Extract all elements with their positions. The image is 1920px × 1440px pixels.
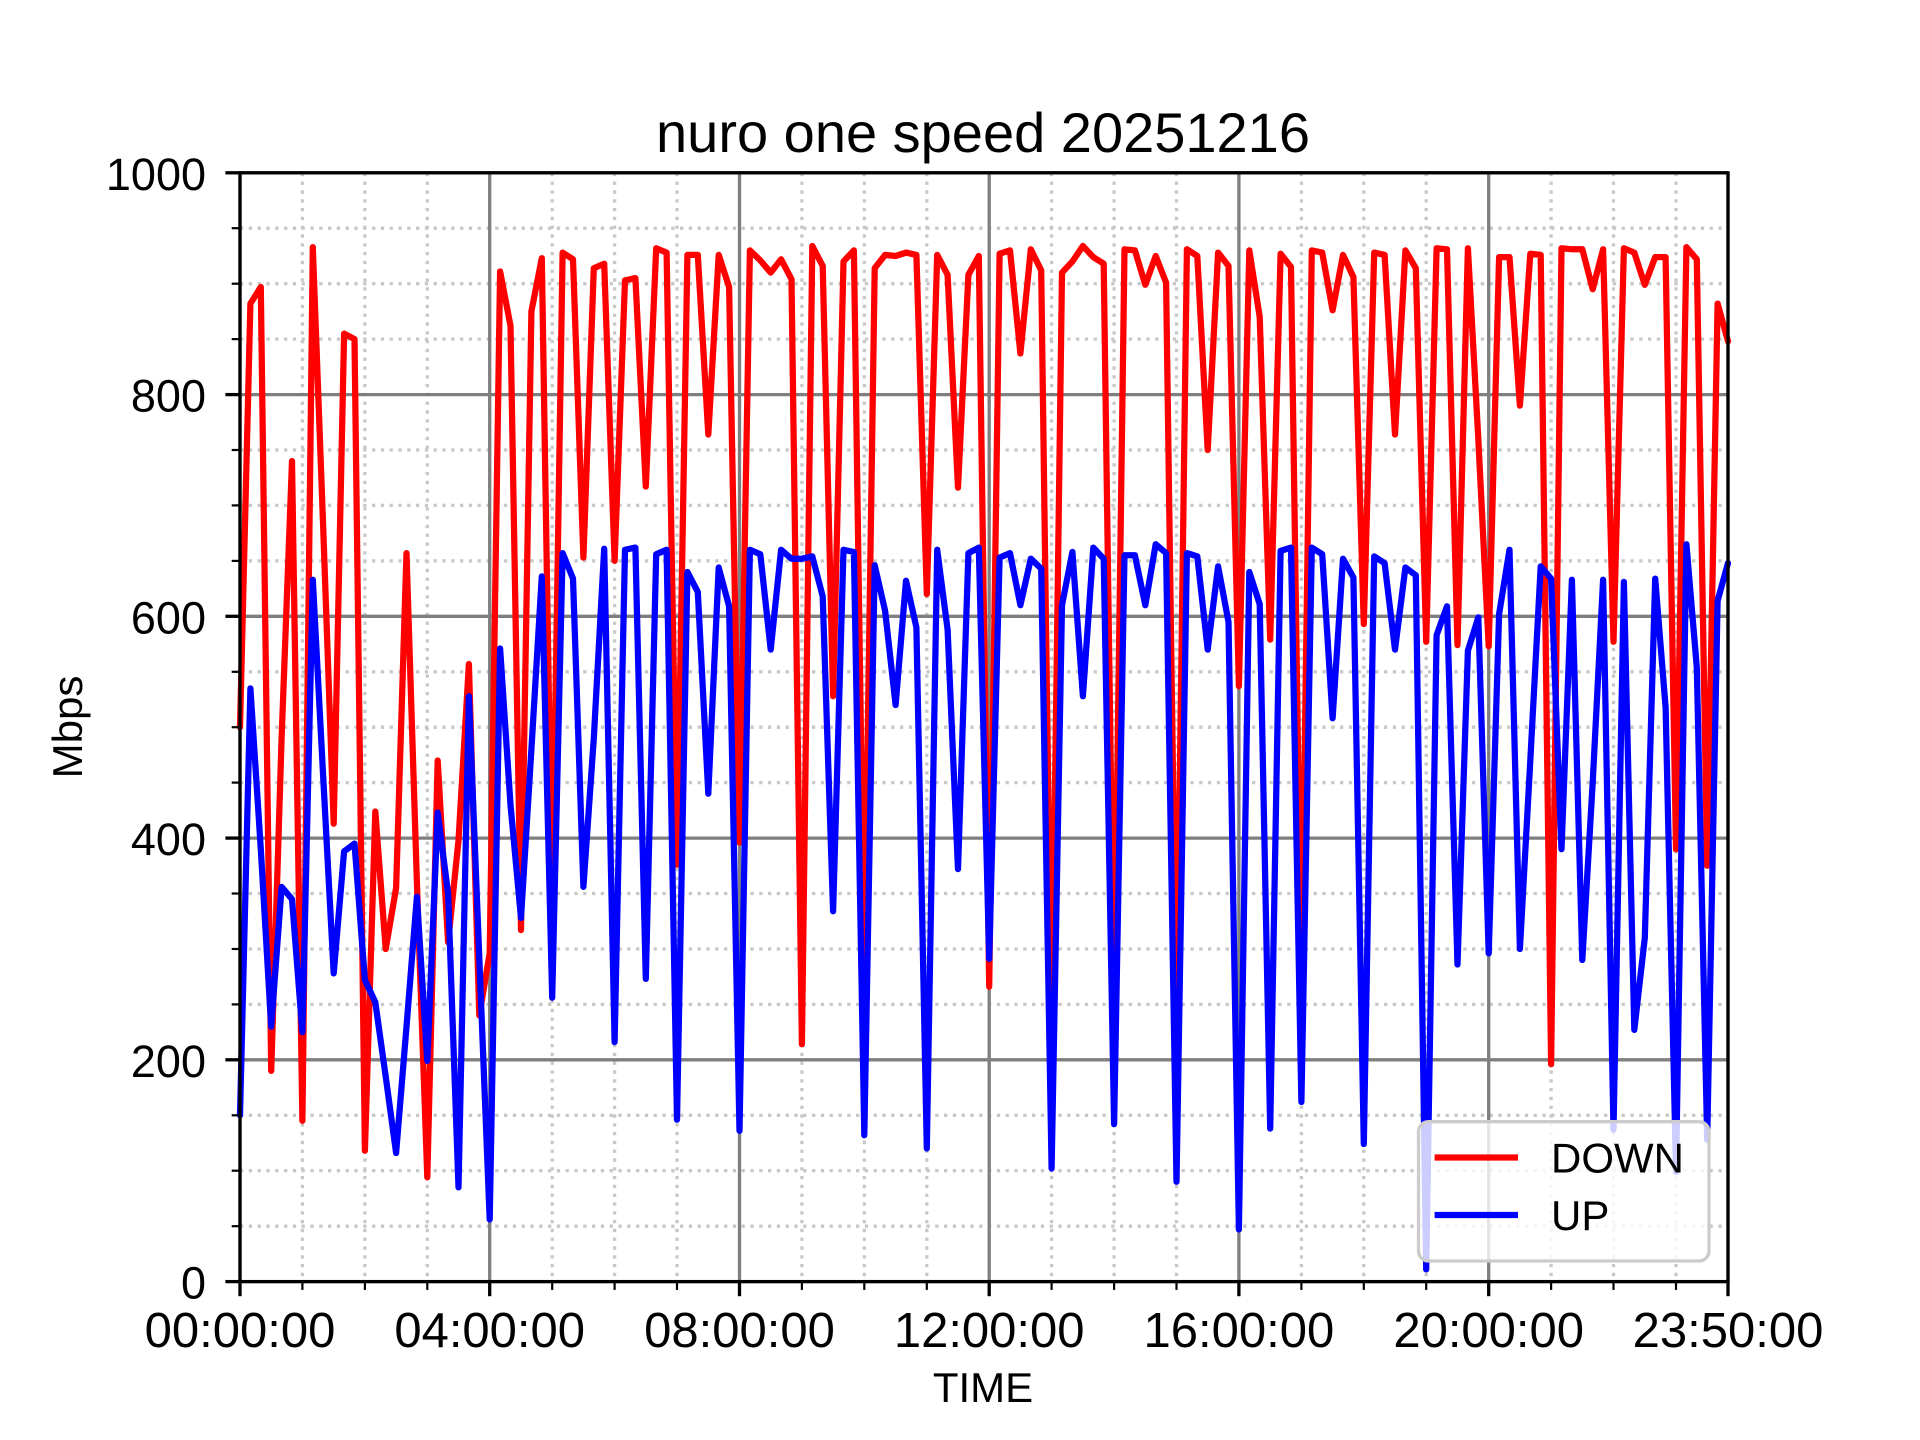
svg-text:Mbps: Mbps bbox=[44, 676, 91, 779]
svg-text:UP: UP bbox=[1551, 1192, 1609, 1239]
svg-text:00:00:00: 00:00:00 bbox=[145, 1304, 336, 1358]
svg-text:800: 800 bbox=[131, 371, 206, 422]
svg-text:600: 600 bbox=[131, 592, 206, 643]
svg-text:200: 200 bbox=[131, 1036, 206, 1087]
svg-text:20:00:00: 20:00:00 bbox=[1393, 1304, 1584, 1358]
svg-text:TIME: TIME bbox=[933, 1364, 1033, 1411]
svg-text:04:00:00: 04:00:00 bbox=[394, 1304, 585, 1358]
svg-text:1000: 1000 bbox=[106, 149, 206, 200]
svg-text:16:00:00: 16:00:00 bbox=[1144, 1304, 1335, 1358]
svg-text:08:00:00: 08:00:00 bbox=[644, 1304, 835, 1358]
svg-text:23:50:00: 23:50:00 bbox=[1633, 1304, 1824, 1358]
svg-text:nuro one speed 20251216: nuro one speed 20251216 bbox=[656, 101, 1310, 164]
svg-text:12:00:00: 12:00:00 bbox=[894, 1304, 1085, 1358]
svg-text:DOWN: DOWN bbox=[1551, 1135, 1684, 1182]
svg-text:400: 400 bbox=[131, 814, 206, 865]
svg-text:0: 0 bbox=[181, 1258, 206, 1309]
